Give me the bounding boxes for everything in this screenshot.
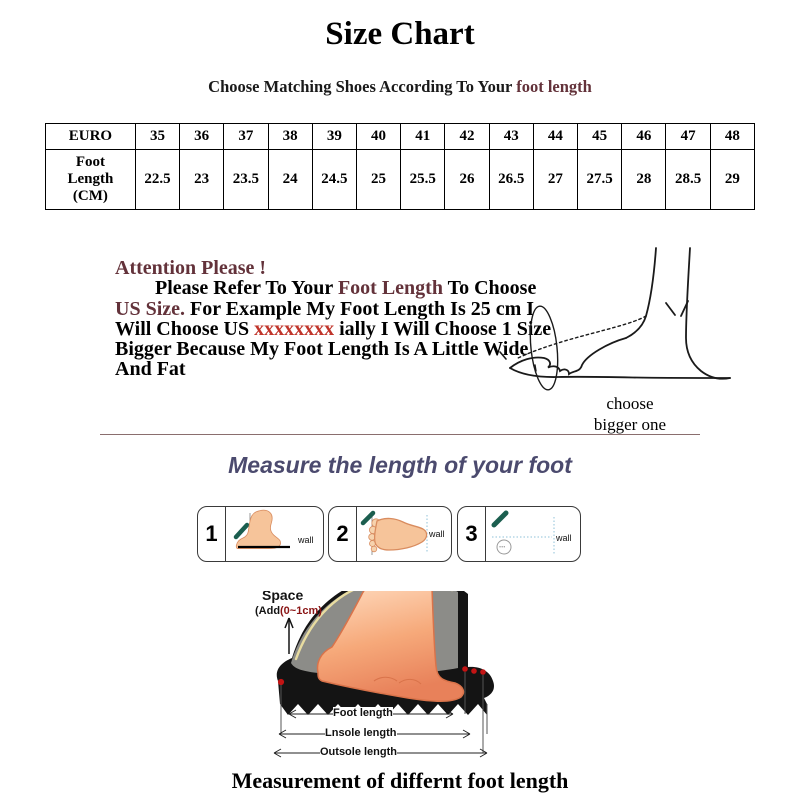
svg-text:(0~1cm): (0~1cm)	[280, 605, 322, 617]
svg-text:Space: Space	[262, 591, 303, 603]
svg-text:wall: wall	[555, 533, 572, 543]
svg-text:wall: wall	[297, 535, 314, 545]
svg-text:(Add: (Add	[255, 605, 280, 617]
svg-text:wall: wall	[428, 529, 445, 539]
svg-text:•••: •••	[499, 545, 505, 551]
